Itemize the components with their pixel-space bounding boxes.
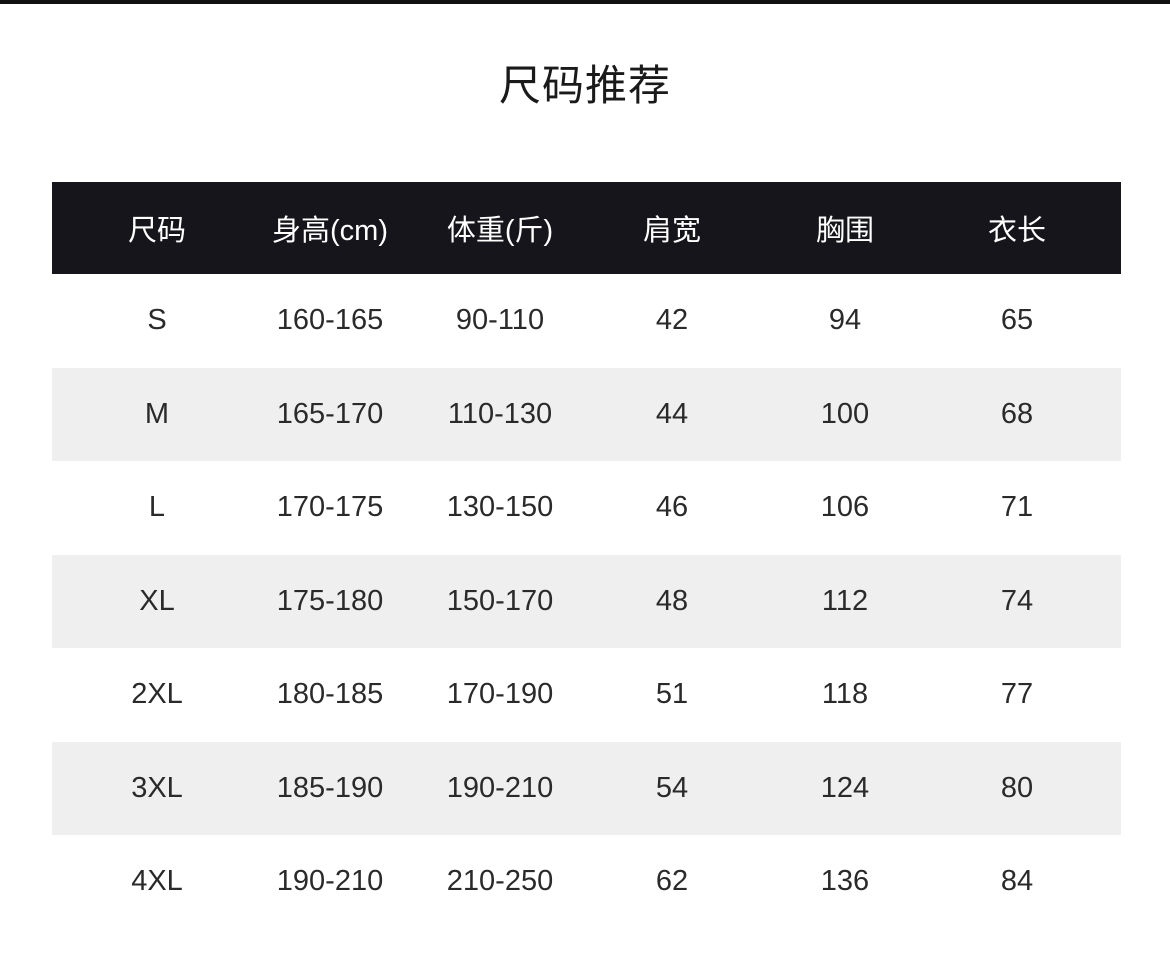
table-cell: 100 [820, 397, 870, 430]
table-cell: 44 [655, 397, 689, 430]
header-cell: 尺码 [127, 215, 186, 247]
table-cell: L [148, 491, 166, 524]
table-cell: 170-175 [276, 491, 384, 524]
table-cell: 94 [828, 304, 862, 337]
table-cell: 42 [655, 304, 689, 337]
header-cell: 体重(斤) [446, 215, 554, 247]
table-cell: 150-170 [446, 584, 554, 617]
size-table: 尺码 身高(cm) 体重(斤) 肩宽 胸围 衣长 S 160-165 90-110 4… [52, 182, 1121, 929]
table-cell: 51 [655, 678, 689, 711]
header-cell: 衣长 [987, 215, 1046, 247]
table-row: 4XL 190-210 210-250 62 136 84 [52, 835, 1121, 929]
table-cell: 136 [820, 865, 870, 898]
table-cell: 112 [821, 584, 869, 617]
header-cell: 肩宽 [642, 215, 701, 247]
table-cell: 84 [1000, 865, 1034, 898]
table-cell: XL [139, 584, 175, 617]
page-title: 尺码推荐 [498, 62, 671, 109]
table-cell: 46 [655, 491, 689, 524]
table-cell: 106 [820, 491, 870, 524]
table-cell: 210-250 [446, 865, 554, 898]
table-cell: 185-190 [276, 771, 384, 804]
table-cell: 80 [1000, 771, 1034, 804]
table-cell: 90-110 [455, 304, 545, 337]
table-row: L 170-175 130-150 46 106 71 [52, 461, 1121, 555]
table-cell: 3XL [131, 771, 183, 804]
table-cell: 130-150 [446, 491, 554, 524]
table-cell: 65 [1000, 304, 1034, 337]
table-cell: 77 [1000, 678, 1034, 711]
table-cell: 190-210 [446, 771, 554, 804]
table-cell: 165-170 [276, 397, 384, 430]
table-cell: 190-210 [276, 865, 384, 898]
table-cell: 62 [655, 865, 689, 898]
header-cell: 胸围 [815, 215, 874, 247]
table-cell: 74 [1000, 584, 1034, 617]
table-cell: 54 [655, 771, 689, 804]
table-cell: M [144, 397, 170, 430]
table-cell: 180-185 [276, 678, 384, 711]
table-cell: 118 [821, 678, 869, 711]
table-cell: 71 [1000, 491, 1034, 524]
table-row: 2XL 180-185 170-190 51 118 77 [52, 648, 1121, 742]
table-cell: 110-130 [447, 397, 553, 430]
top-border [0, 0, 1170, 4]
table-header: 尺码 身高(cm) 体重(斤) 肩宽 胸围 衣长 [52, 182, 1121, 274]
table-cell: 68 [1000, 397, 1034, 430]
header-cell: 身高(cm) [272, 215, 388, 247]
table-cell: 4XL [131, 865, 183, 898]
table-row: XL 175-180 150-170 48 112 74 [52, 554, 1121, 648]
table-cell: 48 [655, 584, 689, 617]
table-cell: 170-190 [446, 678, 554, 711]
table-row: S 160-165 90-110 42 94 65 [52, 274, 1121, 368]
table-row: 3XL 185-190 190-210 54 124 80 [52, 741, 1121, 835]
table-cell: S [147, 304, 167, 337]
table-row: M 165-170 110-130 44 100 68 [52, 367, 1121, 461]
table-cell: 160-165 [276, 304, 384, 337]
table-cell: 2XL [131, 678, 183, 711]
table-cell: 124 [820, 771, 870, 804]
table-cell: 175-180 [276, 584, 384, 617]
